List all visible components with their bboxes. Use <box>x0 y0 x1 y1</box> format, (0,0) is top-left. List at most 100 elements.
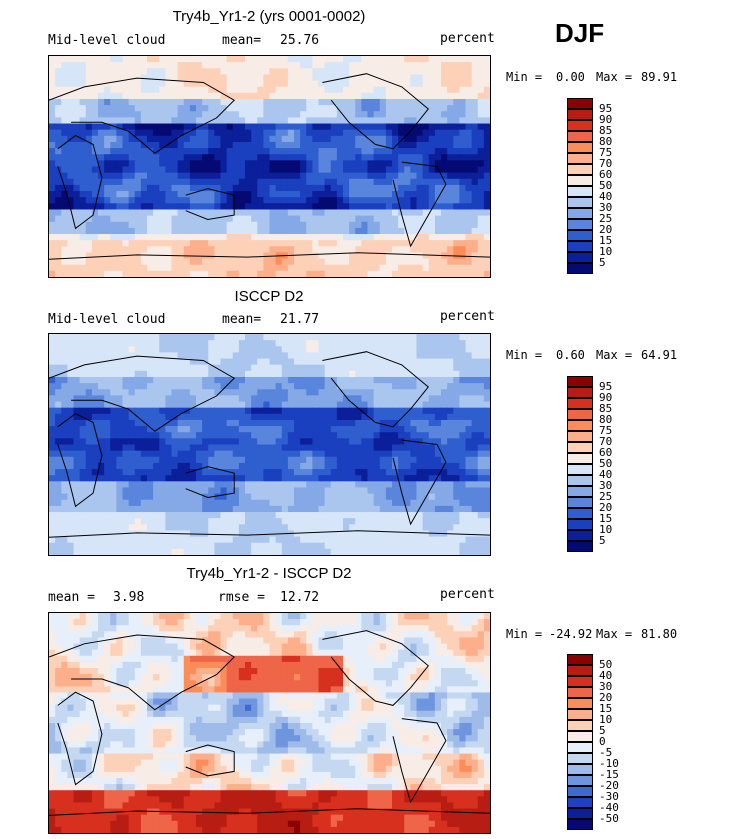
field-cell <box>281 438 289 446</box>
field-cell <box>361 450 369 458</box>
field-cell <box>67 364 75 372</box>
field-cell <box>73 518 81 525</box>
field-cell <box>116 376 124 384</box>
field-cell <box>465 234 473 241</box>
field-cell <box>312 154 320 161</box>
field-cell <box>355 395 362 403</box>
field-cell <box>477 117 485 125</box>
field-cell <box>324 524 332 532</box>
field-cell <box>189 80 197 88</box>
field-cell <box>226 184 234 192</box>
field-cell <box>196 117 203 125</box>
field-cell <box>104 395 111 403</box>
field-cell <box>428 246 436 254</box>
field-cell <box>398 203 405 211</box>
field-cell <box>385 98 393 106</box>
field-cell <box>471 407 479 415</box>
colorbar-tick-label: 85 <box>599 124 613 137</box>
field-cell <box>214 264 222 272</box>
field-cell <box>428 358 436 366</box>
field-cell <box>116 129 124 137</box>
field-cell <box>300 258 307 266</box>
field-cell <box>171 203 179 211</box>
field-cell <box>324 123 332 131</box>
field-cell <box>208 234 215 241</box>
field-cell <box>116 111 124 118</box>
field-cell <box>471 401 479 409</box>
field-cell <box>214 432 222 439</box>
field-cell <box>67 334 75 341</box>
field-cell <box>330 401 338 409</box>
field-cell <box>226 86 234 94</box>
field-cell <box>98 74 105 82</box>
field-cell <box>202 481 209 489</box>
field-cell <box>110 264 117 272</box>
field-cell <box>55 376 62 384</box>
field-cell <box>98 252 105 260</box>
field-cell <box>147 389 154 396</box>
field-cell <box>477 395 485 403</box>
field-cell <box>79 450 87 458</box>
field-cell <box>483 68 490 76</box>
field-cell <box>483 462 490 470</box>
field-cell <box>441 481 448 489</box>
field-cell <box>349 74 356 82</box>
field-cell <box>294 413 301 421</box>
field-cell <box>153 450 160 458</box>
field-cell <box>392 160 399 168</box>
field-cell <box>257 178 264 186</box>
field-cell <box>349 197 356 204</box>
field-cell <box>165 469 173 476</box>
field-cell <box>91 141 99 149</box>
field-cell <box>263 481 271 489</box>
field-cell <box>428 376 436 384</box>
field-cell <box>251 512 258 519</box>
field-cell <box>140 246 148 254</box>
field-cell <box>196 505 203 513</box>
field-cell <box>177 270 185 277</box>
field-cell <box>398 264 405 272</box>
field-cell <box>294 426 301 433</box>
field-cell <box>67 117 75 125</box>
field-cell <box>312 346 320 354</box>
field-cell <box>189 419 197 427</box>
field-cell <box>147 450 154 458</box>
field-cell <box>349 148 356 155</box>
field-cell <box>312 62 320 69</box>
field-cell <box>269 215 277 223</box>
field-cell <box>428 141 436 149</box>
field-cell <box>73 191 81 198</box>
field-cell <box>159 475 166 482</box>
field-cell <box>263 518 271 525</box>
field-cell <box>153 352 160 360</box>
field-cell <box>202 62 209 69</box>
field-cell <box>189 154 197 161</box>
field-cell <box>183 148 191 155</box>
field-cell <box>116 68 124 76</box>
field-cell <box>159 56 166 63</box>
field-cell <box>263 512 271 519</box>
field-cell <box>453 184 460 192</box>
field-cell <box>61 364 68 372</box>
field-cell <box>147 499 154 507</box>
field-cell <box>116 215 124 223</box>
field-cell <box>287 123 295 131</box>
field-cell <box>79 62 87 69</box>
field-cell <box>349 340 356 347</box>
field-cell <box>275 413 283 421</box>
field-cell <box>202 462 209 470</box>
field-cell <box>428 227 436 235</box>
field-cell <box>459 129 467 137</box>
field-cell <box>306 376 313 384</box>
field-cell <box>410 450 418 458</box>
field-cell <box>287 135 295 143</box>
field-cell <box>287 56 295 63</box>
field-cell <box>275 117 283 125</box>
field-cell <box>153 166 160 174</box>
field-cell <box>128 530 136 538</box>
field-cell <box>128 178 136 186</box>
field-cell <box>453 364 460 372</box>
field-cell <box>392 117 399 125</box>
field-cell <box>361 432 369 439</box>
field-cell <box>67 432 75 439</box>
